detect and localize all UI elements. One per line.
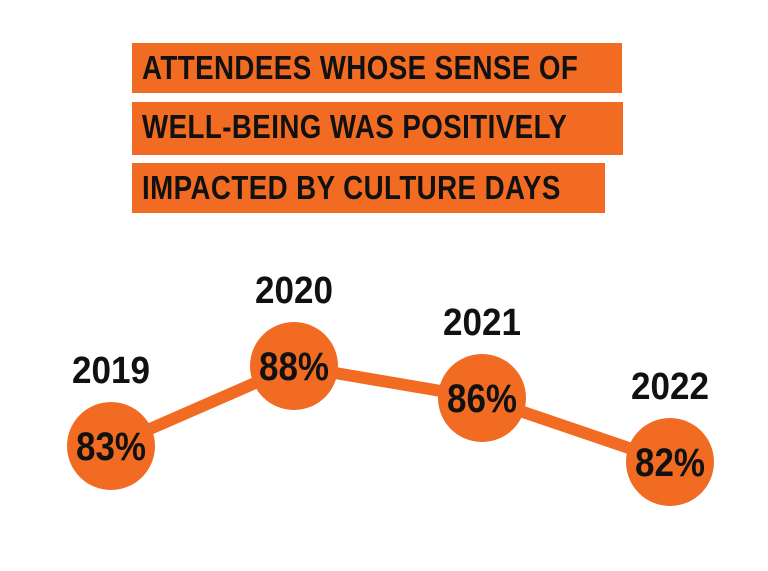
category-label-2020: 2020 — [255, 270, 333, 312]
chart-title-text-3: IMPACTED BY CULTURE DAYS — [142, 169, 561, 206]
series-line — [108, 360, 672, 468]
chart-title-text-1: ATTENDEES WHOSE SENSE OF — [142, 49, 579, 86]
data-point-2022 — [626, 418, 714, 506]
chart-title-line-1: ATTENDEES WHOSE SENSE OF — [132, 43, 622, 93]
category-label-2022: 2022 — [631, 366, 709, 408]
chart-title-text-2: WELL-BEING WAS POSITIVELY — [142, 108, 568, 145]
data-point-2021 — [438, 354, 526, 442]
data-point-group-2019: 83% 2019 — [67, 350, 155, 490]
data-point-group-2020: 88% 2020 — [250, 270, 338, 410]
data-point-2020 — [250, 322, 338, 410]
chart-title-line-3: IMPACTED BY CULTURE DAYS — [132, 163, 605, 213]
category-label-2021: 2021 — [443, 302, 521, 344]
chart-title-line-2: WELL-BEING WAS POSITIVELY — [132, 102, 623, 155]
data-label-2022: 82% — [635, 441, 705, 485]
data-point-group-2022: 82% 2022 — [626, 366, 714, 506]
category-label-2019: 2019 — [72, 350, 150, 392]
data-label-2019: 83% — [76, 425, 146, 469]
data-point-2019 — [67, 402, 155, 490]
data-point-group-2021: 86% 2021 — [438, 302, 526, 442]
data-label-2020: 88% — [259, 345, 329, 389]
data-label-2021: 86% — [447, 377, 517, 421]
